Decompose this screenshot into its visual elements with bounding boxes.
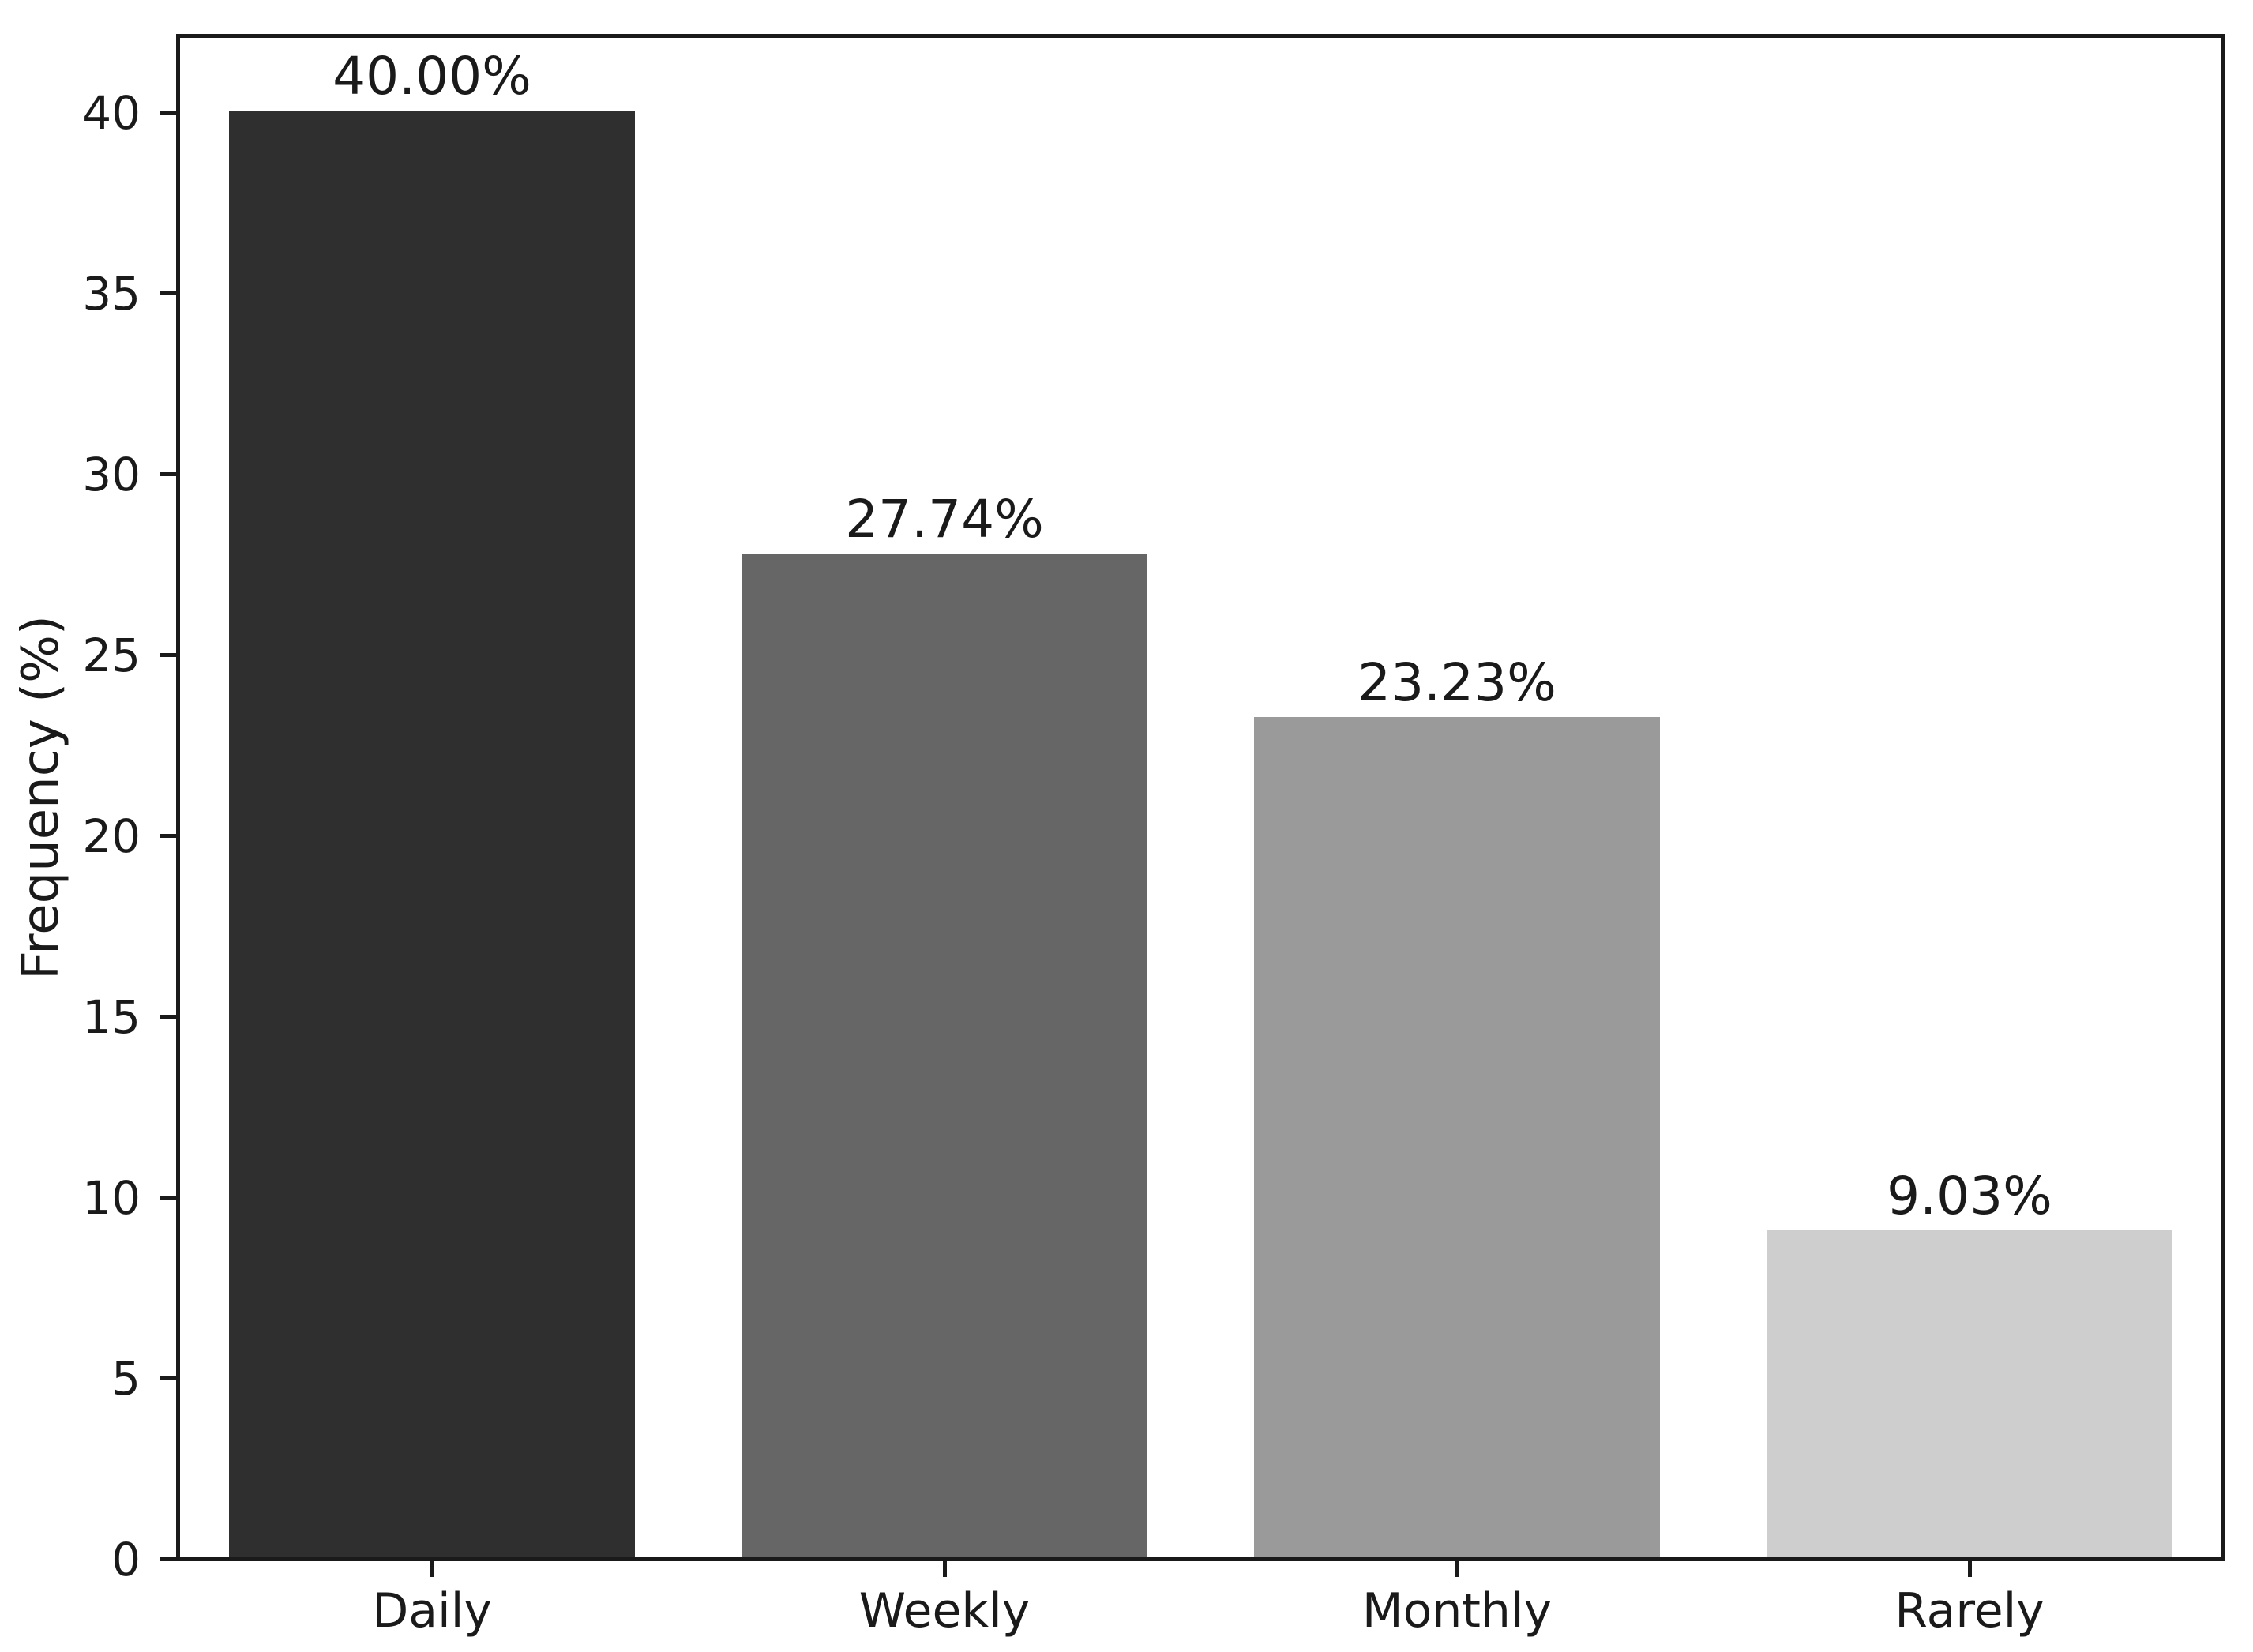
y-tick-mark — [160, 472, 176, 476]
bar-rarely — [1767, 1230, 2172, 1557]
plot-area — [176, 34, 2225, 1561]
y-tick-mark — [160, 291, 176, 295]
x-tick-label-weekly: Weekly — [858, 1583, 1031, 1639]
y-tick-label: 20 — [82, 809, 141, 863]
x-tick-mark — [1455, 1561, 1459, 1577]
y-tick-label: 30 — [82, 447, 141, 501]
x-tick-label-monthly: Monthly — [1361, 1583, 1553, 1639]
y-tick-label: 15 — [82, 989, 141, 1044]
y-tick-label: 40 — [82, 85, 141, 140]
bar-daily — [229, 111, 635, 1557]
y-tick-mark — [160, 1015, 176, 1019]
y-tick-mark — [160, 1196, 176, 1200]
bar-value-label: 23.23% — [1357, 652, 1556, 713]
x-tick-mark — [430, 1561, 434, 1577]
y-tick-mark — [160, 834, 176, 838]
y-tick-mark — [160, 653, 176, 657]
x-tick-mark — [1967, 1561, 1972, 1577]
bar-weekly — [742, 554, 1147, 1557]
y-tick-label: 5 — [111, 1351, 141, 1406]
y-tick-label: 25 — [82, 628, 141, 682]
bar-value-label: 9.03% — [1887, 1166, 2052, 1226]
bar-value-label: 27.74% — [845, 489, 1044, 550]
bar-value-label: 40.00% — [332, 46, 531, 107]
x-tick-label-daily: Daily — [372, 1583, 492, 1639]
x-tick-mark — [942, 1561, 947, 1577]
bar-monthly — [1254, 717, 1660, 1557]
y-tick-label: 35 — [82, 266, 141, 321]
y-tick-mark — [160, 1376, 176, 1380]
x-tick-label-rarely: Rarely — [1894, 1583, 2045, 1639]
y-tick-mark — [160, 111, 176, 115]
y-tick-mark — [160, 1557, 176, 1561]
y-tick-label: 10 — [82, 1170, 141, 1225]
y-tick-label: 0 — [111, 1532, 141, 1586]
